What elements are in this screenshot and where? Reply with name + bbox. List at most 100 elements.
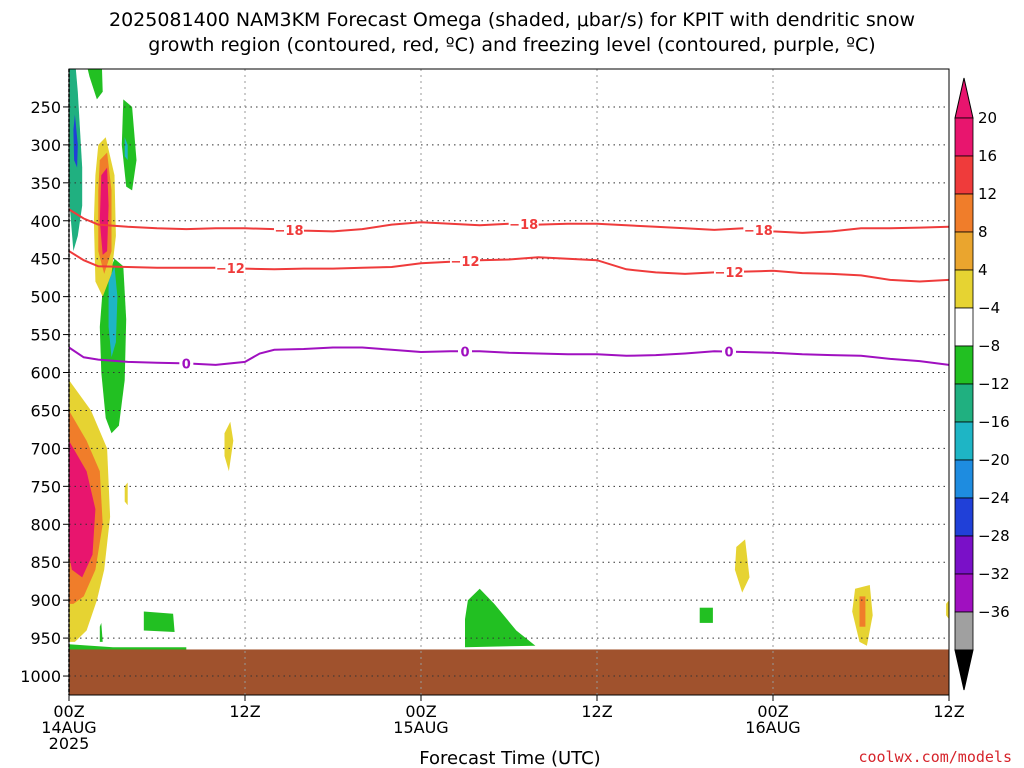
x-axis-label: Forecast Time (UTC) xyxy=(419,748,600,768)
colorbar-tick-2: 12 xyxy=(978,185,997,203)
colorbar-tick-3: 8 xyxy=(978,223,988,241)
contour-label-0-1: −18 xyxy=(509,218,538,233)
omega-region-9 xyxy=(99,167,109,255)
omega-region-18 xyxy=(946,600,949,620)
colorbar-swatch-9 xyxy=(954,459,974,499)
colorbar-swatch-5 xyxy=(954,307,974,347)
y-tick-label-700: 700 xyxy=(30,439,61,458)
colorbar-tick-9: −20 xyxy=(978,451,1010,469)
x-tick-label-48-1: 16AUG xyxy=(745,718,800,737)
omega-region-20 xyxy=(99,622,103,642)
omega-region-21 xyxy=(465,588,536,648)
colorbar: 20 16 12 8 4 −4 −8 −12 −16 −20 −24 −28 −32 −36 xyxy=(954,77,1010,691)
omega-shading xyxy=(69,69,949,650)
colorbar-swatch-0 xyxy=(954,117,974,157)
omega-region-3 xyxy=(121,99,137,191)
contour-label-bg-1-2 xyxy=(714,263,744,279)
omega-region-2 xyxy=(87,69,103,100)
contour-label-bg-2-1 xyxy=(458,343,472,359)
colorbar-swatch-2 xyxy=(954,193,974,233)
contour-label-bg-1-1 xyxy=(450,252,480,268)
y-tick-label-350: 350 xyxy=(30,174,61,193)
contour-label-bg-2-2 xyxy=(722,343,736,359)
x-tick-label-0-1: 14AUG xyxy=(41,718,96,737)
colorbar-tick-1: 16 xyxy=(978,147,997,165)
grid xyxy=(69,69,949,695)
omega-region-12 xyxy=(69,440,96,578)
x-tick-label-12-0: 12Z xyxy=(229,702,260,721)
x-tick-label-48-0: 00Z xyxy=(757,702,788,721)
x-tick-label-24-0: 00Z xyxy=(405,702,436,721)
omega-region-19 xyxy=(143,611,175,632)
contour-label-2-0: 0 xyxy=(182,357,191,372)
contour-2 xyxy=(69,346,949,366)
y-tick-label-900: 900 xyxy=(30,591,61,610)
colorbar-under-triangle xyxy=(954,649,974,691)
colorbar-tick-8: −16 xyxy=(978,413,1010,431)
contour-label-1-2: −12 xyxy=(715,266,744,281)
watermark: coolwx.com/models xyxy=(858,748,1012,766)
y-tick-label-800: 800 xyxy=(30,515,61,534)
plot-frame xyxy=(68,68,950,696)
colorbar-swatch-1 xyxy=(954,155,974,195)
y-tick-label-850: 850 xyxy=(30,553,61,572)
y-tick-label-250: 250 xyxy=(30,98,61,117)
x-tick-label-24-1: 15AUG xyxy=(393,718,448,737)
contour-label-1-0: −12 xyxy=(216,262,245,277)
omega-region-1 xyxy=(73,114,78,168)
y-tick-label-550: 550 xyxy=(30,326,61,345)
colorbar-tick-0: 20 xyxy=(978,109,997,127)
plot-area: −18 −18 −18 −12 −12 −12 0 0 0 xyxy=(68,68,950,696)
contour-label-bg-1-0 xyxy=(215,260,246,276)
contour-label-1-1: −12 xyxy=(451,255,480,270)
y-tick-label-950: 950 xyxy=(30,629,61,648)
colorbar-tick-11: −28 xyxy=(978,527,1010,545)
omega-region-22 xyxy=(699,607,713,623)
y-tick-label-450: 450 xyxy=(30,250,61,269)
y-tick-label-750: 750 xyxy=(30,477,61,496)
colorbar-tick-10: −24 xyxy=(978,489,1010,507)
contour-label-2-1: 0 xyxy=(460,345,469,360)
contour-0 xyxy=(69,208,949,234)
colorbar-swatch-7 xyxy=(954,383,974,423)
contour-label-2-2: 0 xyxy=(724,346,733,361)
colorbar-swatch-8 xyxy=(954,421,974,461)
omega-region-23 xyxy=(69,644,187,650)
x-tick-label-36-0: 12Z xyxy=(581,702,612,721)
colorbar-swatch-4 xyxy=(954,269,974,309)
chart-title-line-1: 2025081400 NAM3KM Forecast Omega (shaded… xyxy=(109,9,915,31)
contour-label-bg-0-0 xyxy=(274,221,304,237)
omega-region-4 xyxy=(124,137,128,161)
colorbar-swatch-13 xyxy=(954,611,974,651)
y-tick-label-500: 500 xyxy=(30,288,61,307)
colorbar-tick-4: 4 xyxy=(978,261,988,279)
colorbar-swatch-11 xyxy=(954,535,974,575)
colorbar-swatch-6 xyxy=(954,345,974,385)
colorbar-tick-13: −36 xyxy=(978,603,1010,621)
contour-label-bg-2-0 xyxy=(179,355,194,371)
colorbar-tick-7: −12 xyxy=(978,375,1010,393)
x-tick-label-0-0: 00Z xyxy=(53,702,84,721)
colorbar-over-triangle xyxy=(954,77,974,119)
chart-title-line-2: growth region (contoured, red, ºC) and f… xyxy=(148,34,875,56)
contour-1 xyxy=(69,250,949,283)
y-tick-label-600: 600 xyxy=(30,364,61,383)
y-tick-label-650: 650 xyxy=(30,401,61,420)
omega-region-15 xyxy=(734,539,750,593)
contour-label-bg-0-2 xyxy=(743,221,774,237)
contour-label-0-2: −18 xyxy=(744,224,773,239)
y-tick-label-400: 400 xyxy=(30,212,61,231)
x-tick-label-60-0: 12Z xyxy=(933,702,964,721)
colorbar-swatch-3 xyxy=(954,231,974,271)
y-tick-label-300: 300 xyxy=(30,136,61,155)
omega-region-6 xyxy=(108,266,118,358)
colorbar-tick-12: −32 xyxy=(978,565,1010,583)
colorbar-tick-6: −8 xyxy=(978,337,1000,355)
y-axis: 250 300 350 400 450 500 550 600 650 700 750 800 850 9… xyxy=(20,98,69,686)
omega-region-14 xyxy=(124,482,128,506)
omega-region-17 xyxy=(859,596,866,627)
colorbar-swatch-10 xyxy=(954,497,974,537)
y-tick-label-1000: 1000 xyxy=(20,667,61,686)
